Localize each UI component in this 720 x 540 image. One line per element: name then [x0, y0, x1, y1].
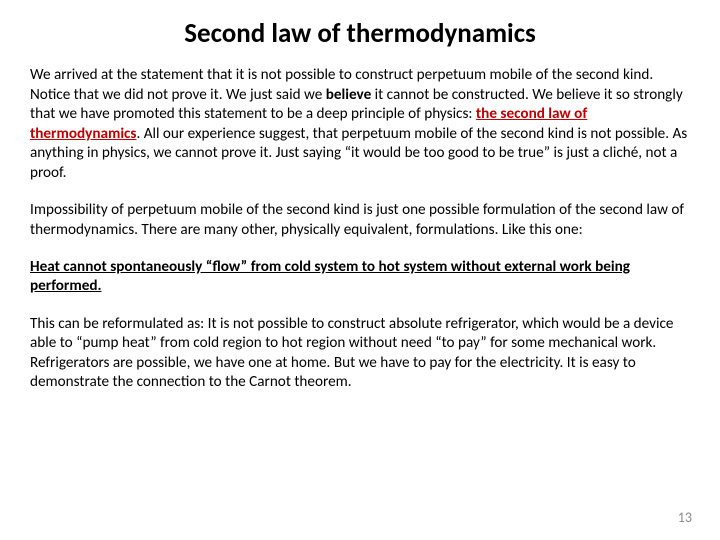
slide: Second law of thermodynamics We arrived … — [0, 0, 720, 540]
p3-statement: Heat cannot spontaneously “flow” from co… — [30, 258, 630, 295]
p1-believe: believe — [326, 86, 372, 104]
paragraph-1: We arrived at the statement that it is n… — [30, 66, 690, 183]
paragraph-4: This can be reformulated as: It is not p… — [30, 315, 690, 393]
paragraph-2: Impossibility of perpetuum mobile of the… — [30, 201, 690, 240]
page-number: 13 — [678, 509, 692, 526]
paragraph-3: Heat cannot spontaneously “flow” from co… — [30, 258, 690, 297]
slide-title: Second law of thermodynamics — [30, 18, 690, 50]
